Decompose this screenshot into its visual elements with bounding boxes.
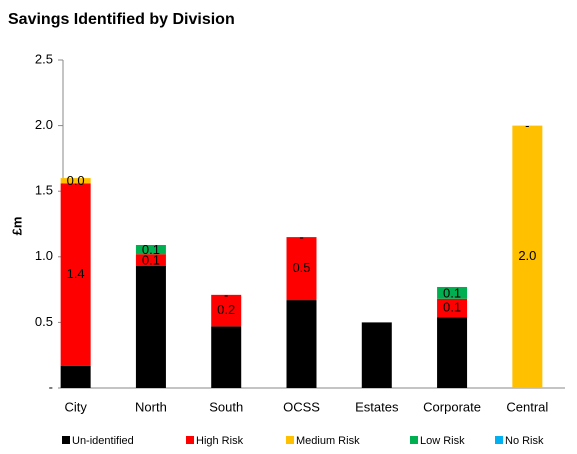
data-label: 0.1 bbox=[443, 285, 461, 300]
x-tick-label: Corporate bbox=[423, 399, 481, 414]
legend-swatch bbox=[62, 436, 70, 444]
y-tick-label: 1.5 bbox=[35, 183, 53, 198]
bar-segment bbox=[437, 286, 468, 299]
bar-segment bbox=[211, 294, 242, 327]
data-label: 0.5 bbox=[217, 349, 235, 364]
legend-label: Un-identified bbox=[72, 435, 134, 447]
bar-segment bbox=[512, 125, 543, 388]
data-label: 0.5 bbox=[292, 260, 310, 275]
bar-segment bbox=[437, 298, 468, 318]
y-tick-label: 0.5 bbox=[35, 314, 53, 329]
data-label: 2.0 bbox=[518, 248, 536, 263]
chart-title: Savings Identified by Division bbox=[8, 11, 235, 28]
x-tick-label: South bbox=[209, 399, 243, 414]
data-label: - bbox=[224, 287, 228, 302]
legend-label: Low Risk bbox=[420, 435, 465, 447]
x-tick-label: Central bbox=[506, 399, 548, 414]
x-tick-label: Estates bbox=[355, 399, 399, 414]
bar-segment bbox=[135, 254, 166, 266]
legend-swatch bbox=[410, 436, 418, 444]
data-label: - bbox=[525, 118, 529, 133]
data-label: 0.9 bbox=[142, 318, 160, 333]
bar-segment bbox=[60, 365, 91, 388]
data-label: 0.7 bbox=[292, 335, 310, 350]
x-tick-label: North bbox=[135, 399, 167, 414]
y-tick-label: 2.5 bbox=[35, 51, 53, 66]
legend-label: High Risk bbox=[196, 435, 244, 447]
legend-swatch bbox=[286, 436, 294, 444]
y-tick-label: 1.0 bbox=[35, 248, 53, 263]
bar-segment bbox=[437, 317, 468, 388]
y-tick-label: 2.0 bbox=[35, 117, 53, 132]
legend-label: Medium Risk bbox=[296, 435, 360, 447]
bar-segment bbox=[60, 183, 91, 366]
legend-swatch bbox=[186, 436, 194, 444]
data-label: 0.0 bbox=[67, 173, 85, 188]
data-label: 0.2 bbox=[217, 302, 235, 317]
legend-label: No Risk bbox=[505, 435, 544, 447]
bar-segment bbox=[60, 178, 91, 184]
data-label: 0.1 bbox=[142, 242, 160, 257]
bar-segment bbox=[286, 300, 317, 388]
data-label: - bbox=[299, 230, 303, 245]
y-tick-label: - bbox=[49, 379, 53, 394]
data-label: 0.1 bbox=[142, 253, 160, 268]
bar-segment bbox=[211, 326, 242, 388]
data-label: - bbox=[299, 230, 303, 245]
data-label: 0.1 bbox=[443, 299, 461, 314]
x-tick-label: OCSS bbox=[283, 399, 320, 414]
bar-segment bbox=[361, 322, 392, 388]
data-label: 0.5 bbox=[368, 347, 386, 362]
data-label: 1.4 bbox=[67, 266, 85, 281]
bar-segment bbox=[286, 237, 317, 301]
data-label: 0.2 bbox=[67, 368, 85, 383]
bar-segment bbox=[135, 244, 166, 255]
data-label: 0.5 bbox=[443, 344, 461, 359]
x-tick-label: City bbox=[64, 399, 87, 414]
y-axis-label: £m bbox=[9, 217, 24, 236]
bar-segment bbox=[135, 265, 166, 388]
legend-swatch bbox=[495, 436, 503, 444]
